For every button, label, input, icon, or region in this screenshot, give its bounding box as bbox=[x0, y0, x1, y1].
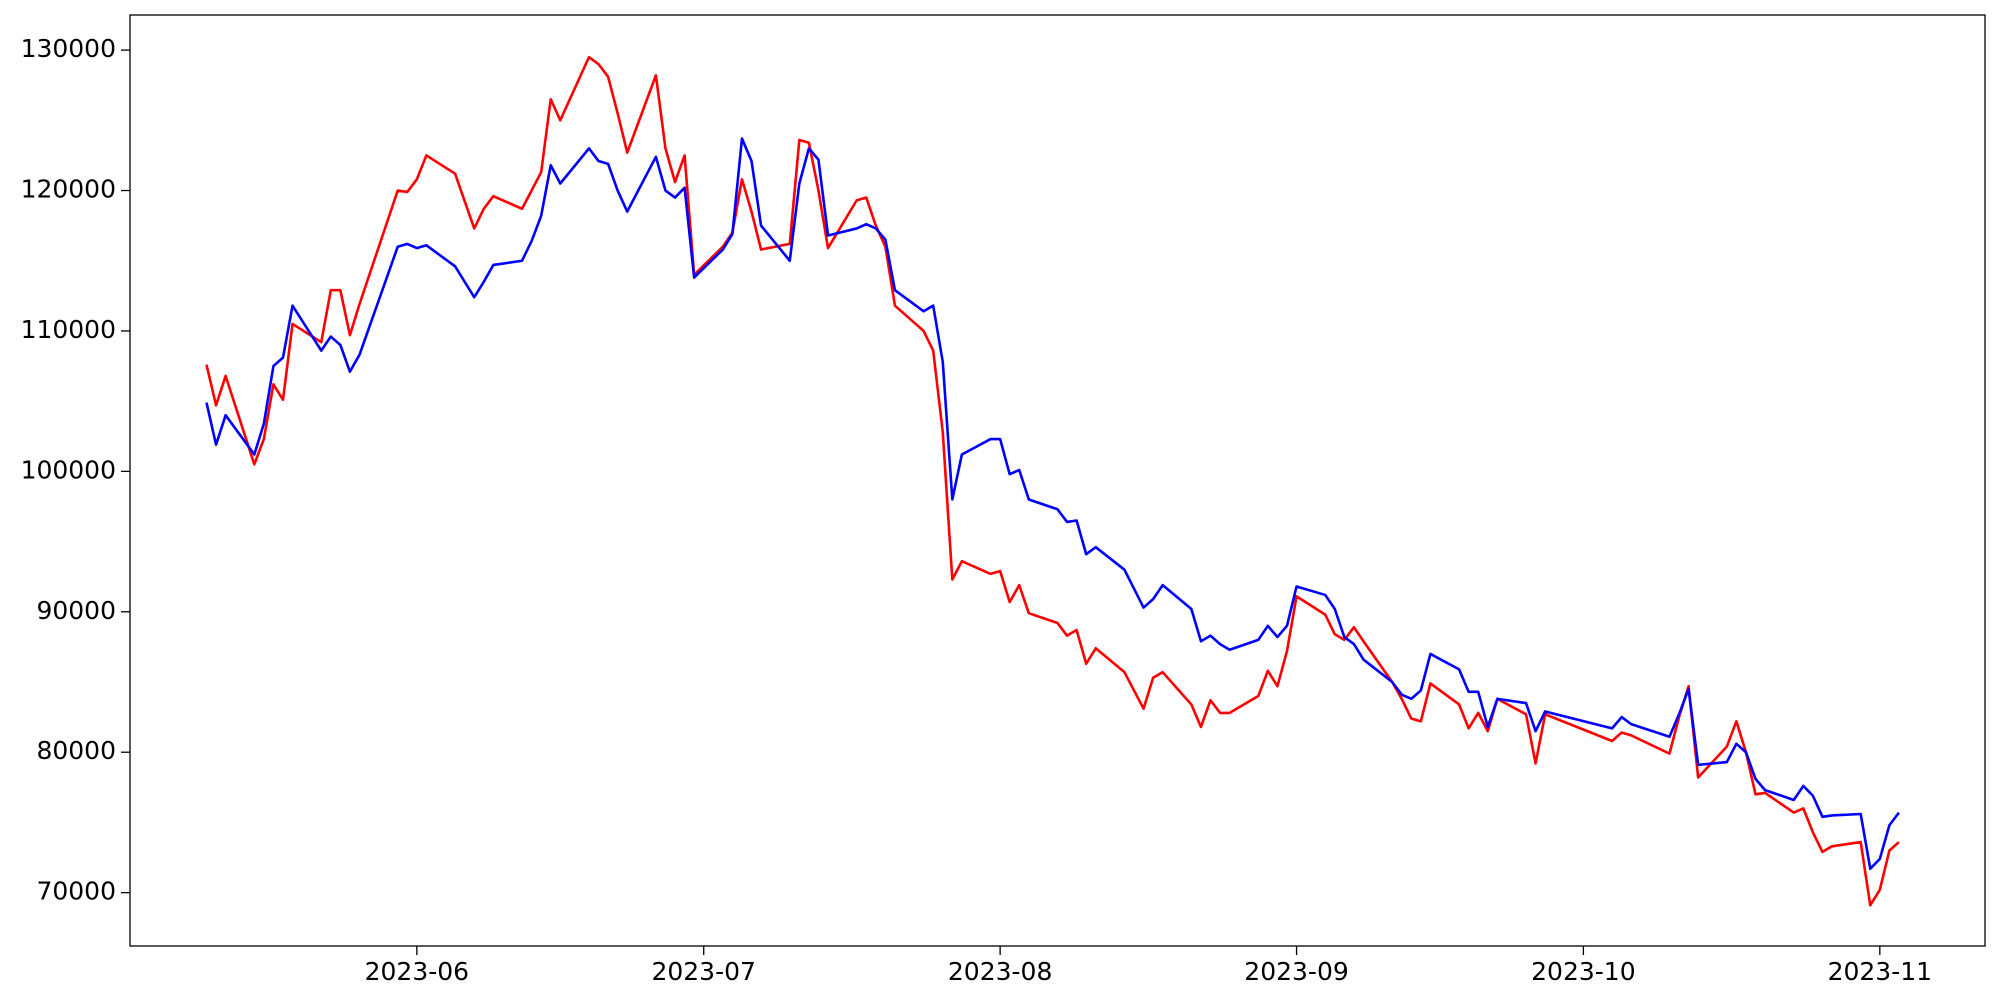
y-tick-label: 120000 bbox=[21, 175, 116, 204]
y-tick-label: 80000 bbox=[36, 736, 116, 765]
y-tick-label: 90000 bbox=[36, 596, 116, 625]
x-tick-label: 2023-10 bbox=[1531, 957, 1635, 986]
x-tick-label: 2023-09 bbox=[1244, 957, 1348, 986]
y-tick-label: 70000 bbox=[36, 877, 116, 906]
y-tick-label: 100000 bbox=[21, 455, 116, 484]
x-tick-label: 2023-06 bbox=[365, 957, 469, 986]
x-tick-label: 2023-11 bbox=[1828, 957, 1932, 986]
axes-frame bbox=[129, 14, 1986, 947]
y-tick-label: 110000 bbox=[21, 315, 116, 344]
x-tick-label: 2023-08 bbox=[948, 957, 1052, 986]
x-tick-label: 2023-07 bbox=[651, 957, 755, 986]
series-line bbox=[205, 137, 1900, 871]
y-tick-label: 130000 bbox=[21, 34, 116, 63]
series-line bbox=[205, 55, 1900, 907]
